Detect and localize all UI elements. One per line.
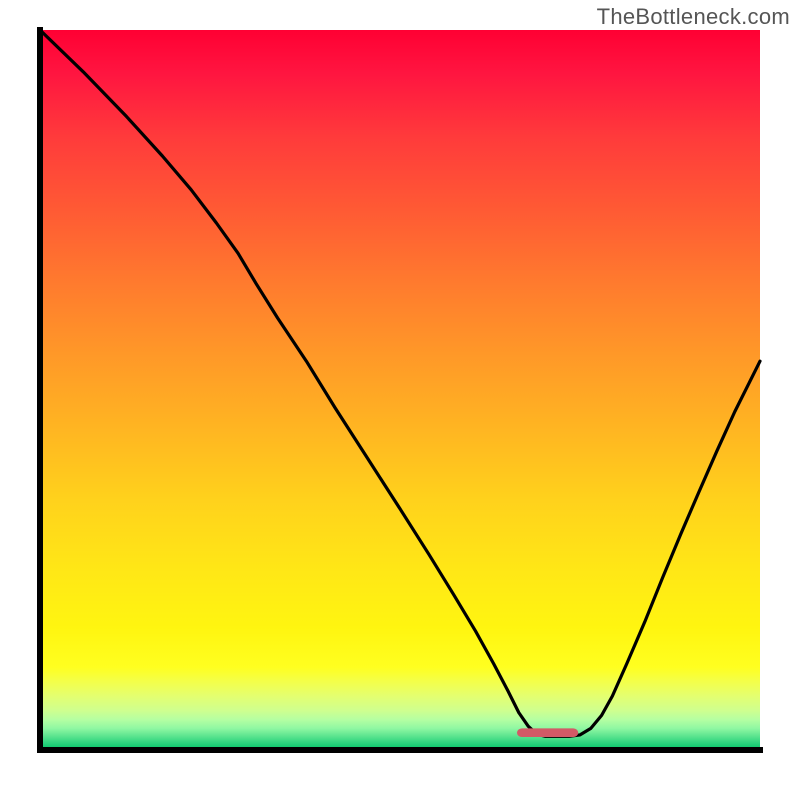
- watermark-text: TheBottleneck.com: [597, 4, 790, 30]
- chart-container: TheBottleneck.com: [0, 0, 800, 800]
- bottleneck-chart-svg: [0, 0, 800, 800]
- optimum-marker: [517, 728, 578, 737]
